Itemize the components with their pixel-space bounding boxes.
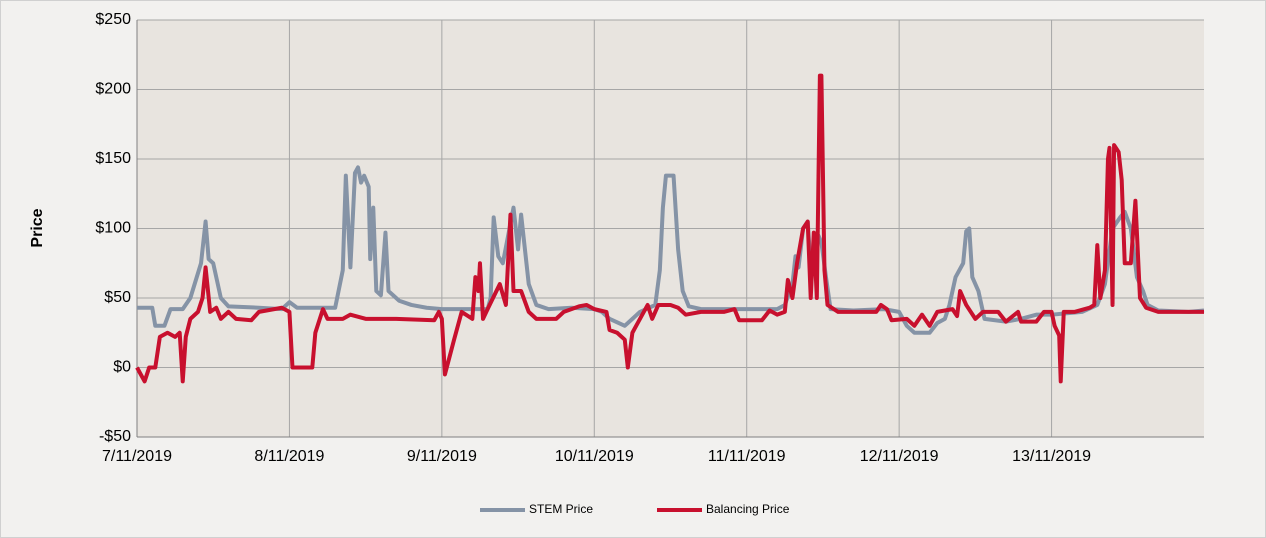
y-tick-label: $0 [113, 359, 131, 376]
x-tick-label: 13/11/2019 [1012, 448, 1091, 465]
series-line [135, 73, 1204, 384]
x-tick-label: 7/11/2019 [102, 448, 172, 465]
x-tick-label: 9/11/2019 [407, 448, 477, 465]
y-tick-label: $200 [95, 81, 131, 98]
series-line [137, 165, 1205, 335]
y-tick-label: $250 [95, 11, 131, 28]
x-tick-label: 8/11/2019 [254, 448, 324, 465]
y-tick-label: $50 [104, 289, 131, 306]
y-axis-label: Price [29, 208, 46, 247]
x-tick-label: 11/11/2019 [708, 448, 786, 465]
y-tick-label: $150 [95, 150, 131, 167]
x-tick-label: 12/11/2019 [860, 448, 939, 465]
legend-label: STEM Price [529, 502, 593, 516]
legend-label: Balancing Price [706, 502, 790, 516]
y-tick-label: $100 [95, 220, 131, 237]
y-tick-label: -$50 [99, 428, 131, 445]
x-tick-label: 10/11/2019 [555, 448, 634, 465]
